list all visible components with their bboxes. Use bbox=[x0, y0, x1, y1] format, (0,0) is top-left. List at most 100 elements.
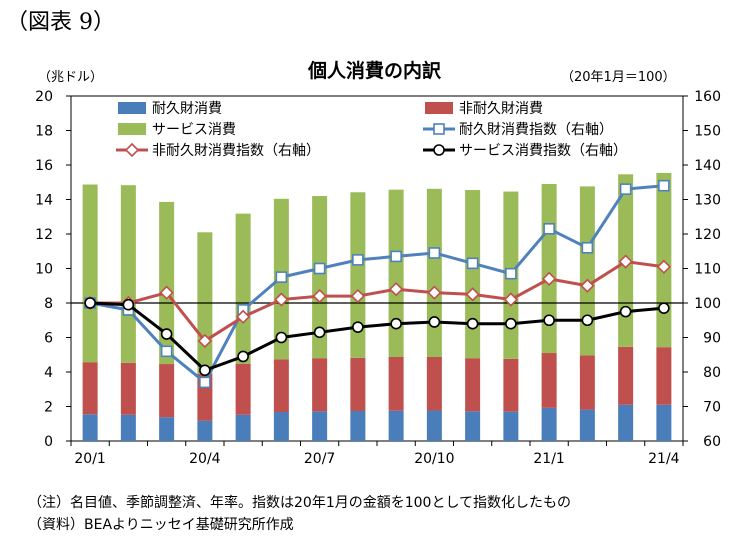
bar-segment bbox=[312, 196, 328, 359]
legend-item: 耐久財消費 bbox=[118, 101, 222, 117]
left-axis-tick-label: 12 bbox=[35, 227, 53, 243]
bar-segment bbox=[579, 355, 595, 410]
right-axis-tick-label: 90 bbox=[703, 331, 721, 347]
series-point bbox=[466, 257, 479, 270]
right-axis-tick-label: 70 bbox=[703, 400, 721, 416]
x-axis-tick-label: 20/4 bbox=[189, 451, 221, 467]
left-axis-unit: （兆ドル） bbox=[38, 70, 104, 85]
series-point bbox=[505, 317, 517, 330]
bar-segment bbox=[350, 192, 366, 358]
bar-segment bbox=[388, 356, 404, 411]
series-point bbox=[390, 250, 402, 263]
bar-segment bbox=[426, 188, 442, 357]
right-axis-tick-label: 140 bbox=[694, 158, 721, 174]
bar-segment bbox=[159, 201, 175, 365]
series-point bbox=[658, 179, 670, 192]
bar-segment bbox=[388, 410, 404, 441]
bar-segment bbox=[273, 412, 289, 441]
bar-segment bbox=[426, 356, 442, 411]
x-axis-tick-label: 21/1 bbox=[533, 451, 564, 467]
bar-segment bbox=[541, 183, 557, 354]
series-point bbox=[122, 298, 135, 311]
series-point bbox=[428, 247, 441, 259]
legend-marker bbox=[433, 144, 445, 156]
bar-segment bbox=[388, 189, 404, 357]
legend-item: 非耐久財消費指数（右軸） bbox=[116, 142, 320, 159]
legend-item: サービス消費指数（右軸） bbox=[423, 143, 627, 159]
series-point bbox=[160, 328, 173, 340]
series-point bbox=[313, 262, 326, 275]
bar-segment bbox=[465, 358, 481, 412]
bar-segment bbox=[618, 346, 634, 405]
right-axis-tick-label: 130 bbox=[694, 193, 721, 209]
series-point bbox=[619, 305, 632, 318]
series-point bbox=[505, 267, 517, 280]
legend-swatch bbox=[425, 102, 453, 114]
left-axis-tick-label: 16 bbox=[35, 158, 53, 174]
bar-segment bbox=[82, 184, 98, 363]
left-axis-tick-label: 10 bbox=[35, 262, 53, 278]
left-axis-tick-label: 0 bbox=[44, 434, 53, 450]
series-point bbox=[656, 259, 672, 274]
series-point bbox=[275, 331, 288, 344]
series-point bbox=[197, 333, 213, 349]
bar-segment bbox=[503, 358, 519, 412]
left-axis-tick-label: 6 bbox=[44, 331, 53, 347]
series-point bbox=[541, 271, 557, 286]
bar-segment bbox=[197, 420, 213, 441]
bar-segment bbox=[82, 362, 98, 415]
bar-segment bbox=[235, 213, 251, 364]
left-axis-tick-label: 18 bbox=[35, 124, 53, 140]
right-axis-unit: （20年1月＝100） bbox=[561, 70, 676, 85]
bar-segment bbox=[541, 353, 557, 408]
right-axis-tick-label: 100 bbox=[694, 296, 721, 312]
series-point bbox=[618, 254, 633, 269]
x-axis-tick-label: 20/10 bbox=[414, 451, 454, 467]
right-axis-tick-label: 160 bbox=[694, 89, 721, 105]
series-point bbox=[235, 309, 251, 324]
bar-segment bbox=[579, 186, 595, 356]
bar-segment bbox=[120, 414, 136, 441]
legend-label: サービス消費指数（右軸） bbox=[459, 143, 627, 159]
bar-segment bbox=[426, 410, 442, 441]
series-point bbox=[619, 183, 632, 195]
series-line bbox=[90, 301, 665, 372]
series-point bbox=[274, 292, 289, 307]
series-point bbox=[84, 297, 96, 309]
bar-segment bbox=[120, 185, 136, 363]
series-point bbox=[581, 242, 594, 254]
legend-item: 耐久財消費指数（右軸） bbox=[423, 122, 613, 138]
legend-swatch bbox=[118, 123, 146, 135]
series-point bbox=[352, 321, 364, 333]
right-axis-tick-label: 110 bbox=[694, 262, 721, 278]
bar-segment bbox=[465, 411, 481, 441]
series-point bbox=[543, 314, 555, 327]
bar-segment bbox=[656, 347, 672, 405]
bar-segment bbox=[82, 414, 98, 441]
legend-label: サービス消費 bbox=[152, 122, 236, 138]
series-point bbox=[350, 288, 366, 304]
legend-item: サービス消費 bbox=[118, 122, 236, 138]
series-point bbox=[428, 316, 441, 328]
series-point bbox=[581, 314, 594, 327]
series-point bbox=[275, 271, 288, 283]
bar-segment bbox=[235, 363, 251, 415]
series-point bbox=[160, 345, 173, 358]
bar-segment bbox=[579, 409, 595, 441]
bar-segment bbox=[159, 417, 175, 441]
bar-segment bbox=[618, 404, 634, 441]
legend-marker bbox=[433, 123, 445, 135]
left-axis-tick-label: 14 bbox=[35, 193, 53, 209]
right-axis-tick-label: 120 bbox=[694, 227, 721, 243]
bar-segment bbox=[273, 359, 289, 413]
series-point bbox=[199, 364, 211, 377]
series-line bbox=[89, 184, 665, 385]
left-axis-tick-label: 8 bbox=[44, 296, 53, 312]
bar-segment bbox=[159, 364, 175, 418]
series-point bbox=[313, 326, 326, 339]
chart-source: （資料）BEAよりニッセイ基礎研究所作成 bbox=[28, 517, 294, 533]
right-axis-tick-label: 60 bbox=[703, 434, 721, 450]
series-line bbox=[90, 260, 665, 343]
legend-label: 耐久財消費指数（右軸） bbox=[459, 122, 613, 138]
